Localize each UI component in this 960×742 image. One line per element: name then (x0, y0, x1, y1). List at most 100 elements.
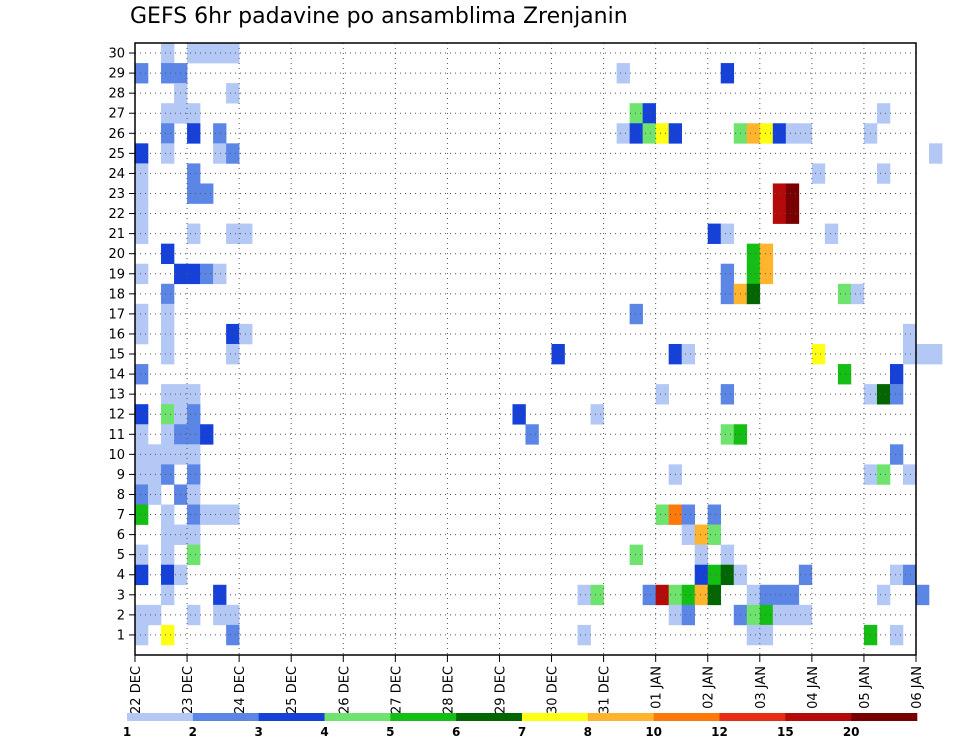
legend-swatch (851, 713, 918, 721)
heatmap-cell (629, 544, 643, 566)
x-tick-label: 03 JAN (754, 666, 769, 709)
heatmap-cell (135, 444, 149, 465)
heatmap-cell (824, 223, 839, 244)
x-tick-label: 31 DEC (598, 666, 613, 714)
heatmap-cell (929, 143, 943, 164)
heatmap-cell (759, 263, 774, 285)
y-tick-label: 9 (117, 468, 125, 483)
heatmap-cell (187, 223, 201, 244)
heatmap-cell (785, 604, 800, 626)
heatmap-cell (187, 464, 201, 485)
y-tick-label: 28 (108, 87, 125, 102)
heatmap-cell (759, 604, 774, 626)
heatmap-cell (161, 323, 175, 345)
plot-frame (134, 42, 917, 656)
heatmap-cell (876, 103, 891, 124)
heatmap-cell (135, 404, 149, 425)
heatmap-cell (772, 203, 787, 224)
heatmap-cell (655, 123, 669, 144)
heatmap-cell (161, 524, 175, 545)
legend-label: 3 (254, 725, 262, 739)
heatmap-cell (902, 464, 917, 485)
heatmap-cell (759, 584, 774, 606)
heatmap-cell (226, 83, 240, 104)
heatmap-cell (772, 584, 787, 606)
heatmap-cell (200, 424, 214, 445)
heatmap-cell (902, 323, 917, 345)
legend-label: 2 (189, 725, 197, 739)
heatmap-cell (200, 183, 214, 204)
heatmap-cell (759, 624, 774, 646)
x-tick-label: 26 DEC (337, 666, 352, 714)
heatmap-cell (785, 203, 800, 224)
color-legend: 1 2 3 4 5 6 7 8 10 12 15 20 (123, 713, 918, 739)
heatmap-cell (512, 404, 526, 425)
heatmap-cell (785, 123, 800, 144)
legend-label: 15 (777, 725, 794, 739)
heatmap-cell (746, 263, 761, 285)
y-tick-label: 14 (108, 368, 125, 383)
heatmap-cell (629, 123, 643, 144)
heatmap-cell (161, 303, 175, 325)
heatmap-cell (902, 564, 917, 586)
heatmap-cell (889, 384, 904, 405)
heatmap-cell (161, 143, 175, 164)
heatmap-cell (187, 163, 201, 184)
y-tick-label: 2 (117, 608, 125, 623)
heatmap-cell (681, 604, 696, 626)
legend-swatch (127, 713, 194, 721)
heatmap-cell (226, 504, 240, 525)
y-tick-label: 6 (117, 528, 125, 543)
legend-swatch (522, 713, 589, 721)
heatmap-cell (161, 63, 175, 84)
legend-swatch (258, 713, 325, 721)
heatmap-cell (213, 504, 227, 525)
heatmap-cell (785, 183, 800, 204)
heatmap-cell (161, 343, 175, 365)
heatmap-cell (707, 584, 722, 606)
heatmap-cell (148, 604, 162, 626)
heatmap-cell (161, 123, 175, 144)
heatmap-cell (226, 343, 240, 365)
heatmap-cell (226, 323, 240, 345)
chart-title: GEFS 6hr padavine po ansamblima Zrenjani… (130, 4, 628, 29)
heatmap-cell (161, 464, 175, 485)
y-tick-label: 16 (108, 327, 125, 342)
heatmap-cell (213, 143, 227, 164)
heatmap-cell (187, 504, 201, 525)
x-tick-label: 01 JAN (650, 666, 665, 709)
heatmap-cell (746, 283, 761, 305)
x-tick-label: 22 DEC (129, 666, 144, 714)
heatmap-cell (746, 123, 761, 144)
heatmap-cell (889, 444, 904, 465)
x-tick-label: 28 DEC (441, 666, 456, 714)
heatmap-cell (135, 564, 149, 586)
heatmap-cell (837, 364, 852, 385)
heatmap-cell (876, 464, 891, 485)
y-tick-label: 11 (108, 428, 125, 443)
heatmap-cell (187, 424, 201, 445)
heatmap-cell (135, 143, 149, 164)
heatmap-cell (720, 544, 735, 566)
y-tick-label: 5 (117, 548, 125, 563)
legend-swatch (192, 713, 259, 721)
y-tick-label: 25 (108, 147, 125, 162)
heatmap-cell (135, 464, 149, 485)
legend-label: 8 (584, 725, 592, 739)
heatmap-cell (525, 424, 539, 445)
heatmap-cell (590, 584, 604, 606)
heatmap-cell (707, 504, 722, 525)
heatmap-cell (200, 263, 214, 285)
heatmap-cell (187, 604, 201, 626)
legend-label: 20 (843, 725, 860, 739)
heatmap-cell (837, 283, 852, 305)
heatmap-cell (200, 504, 214, 525)
heatmap-cell (694, 564, 709, 586)
heatmap-cell (707, 223, 722, 244)
heatmap-cell (135, 484, 149, 505)
heatmap-cell (187, 544, 201, 566)
heatmap-cell (213, 43, 227, 64)
x-tick-label: 06 JAN (910, 666, 925, 709)
heatmap-cell (720, 384, 735, 405)
heatmap-cell (161, 384, 175, 405)
